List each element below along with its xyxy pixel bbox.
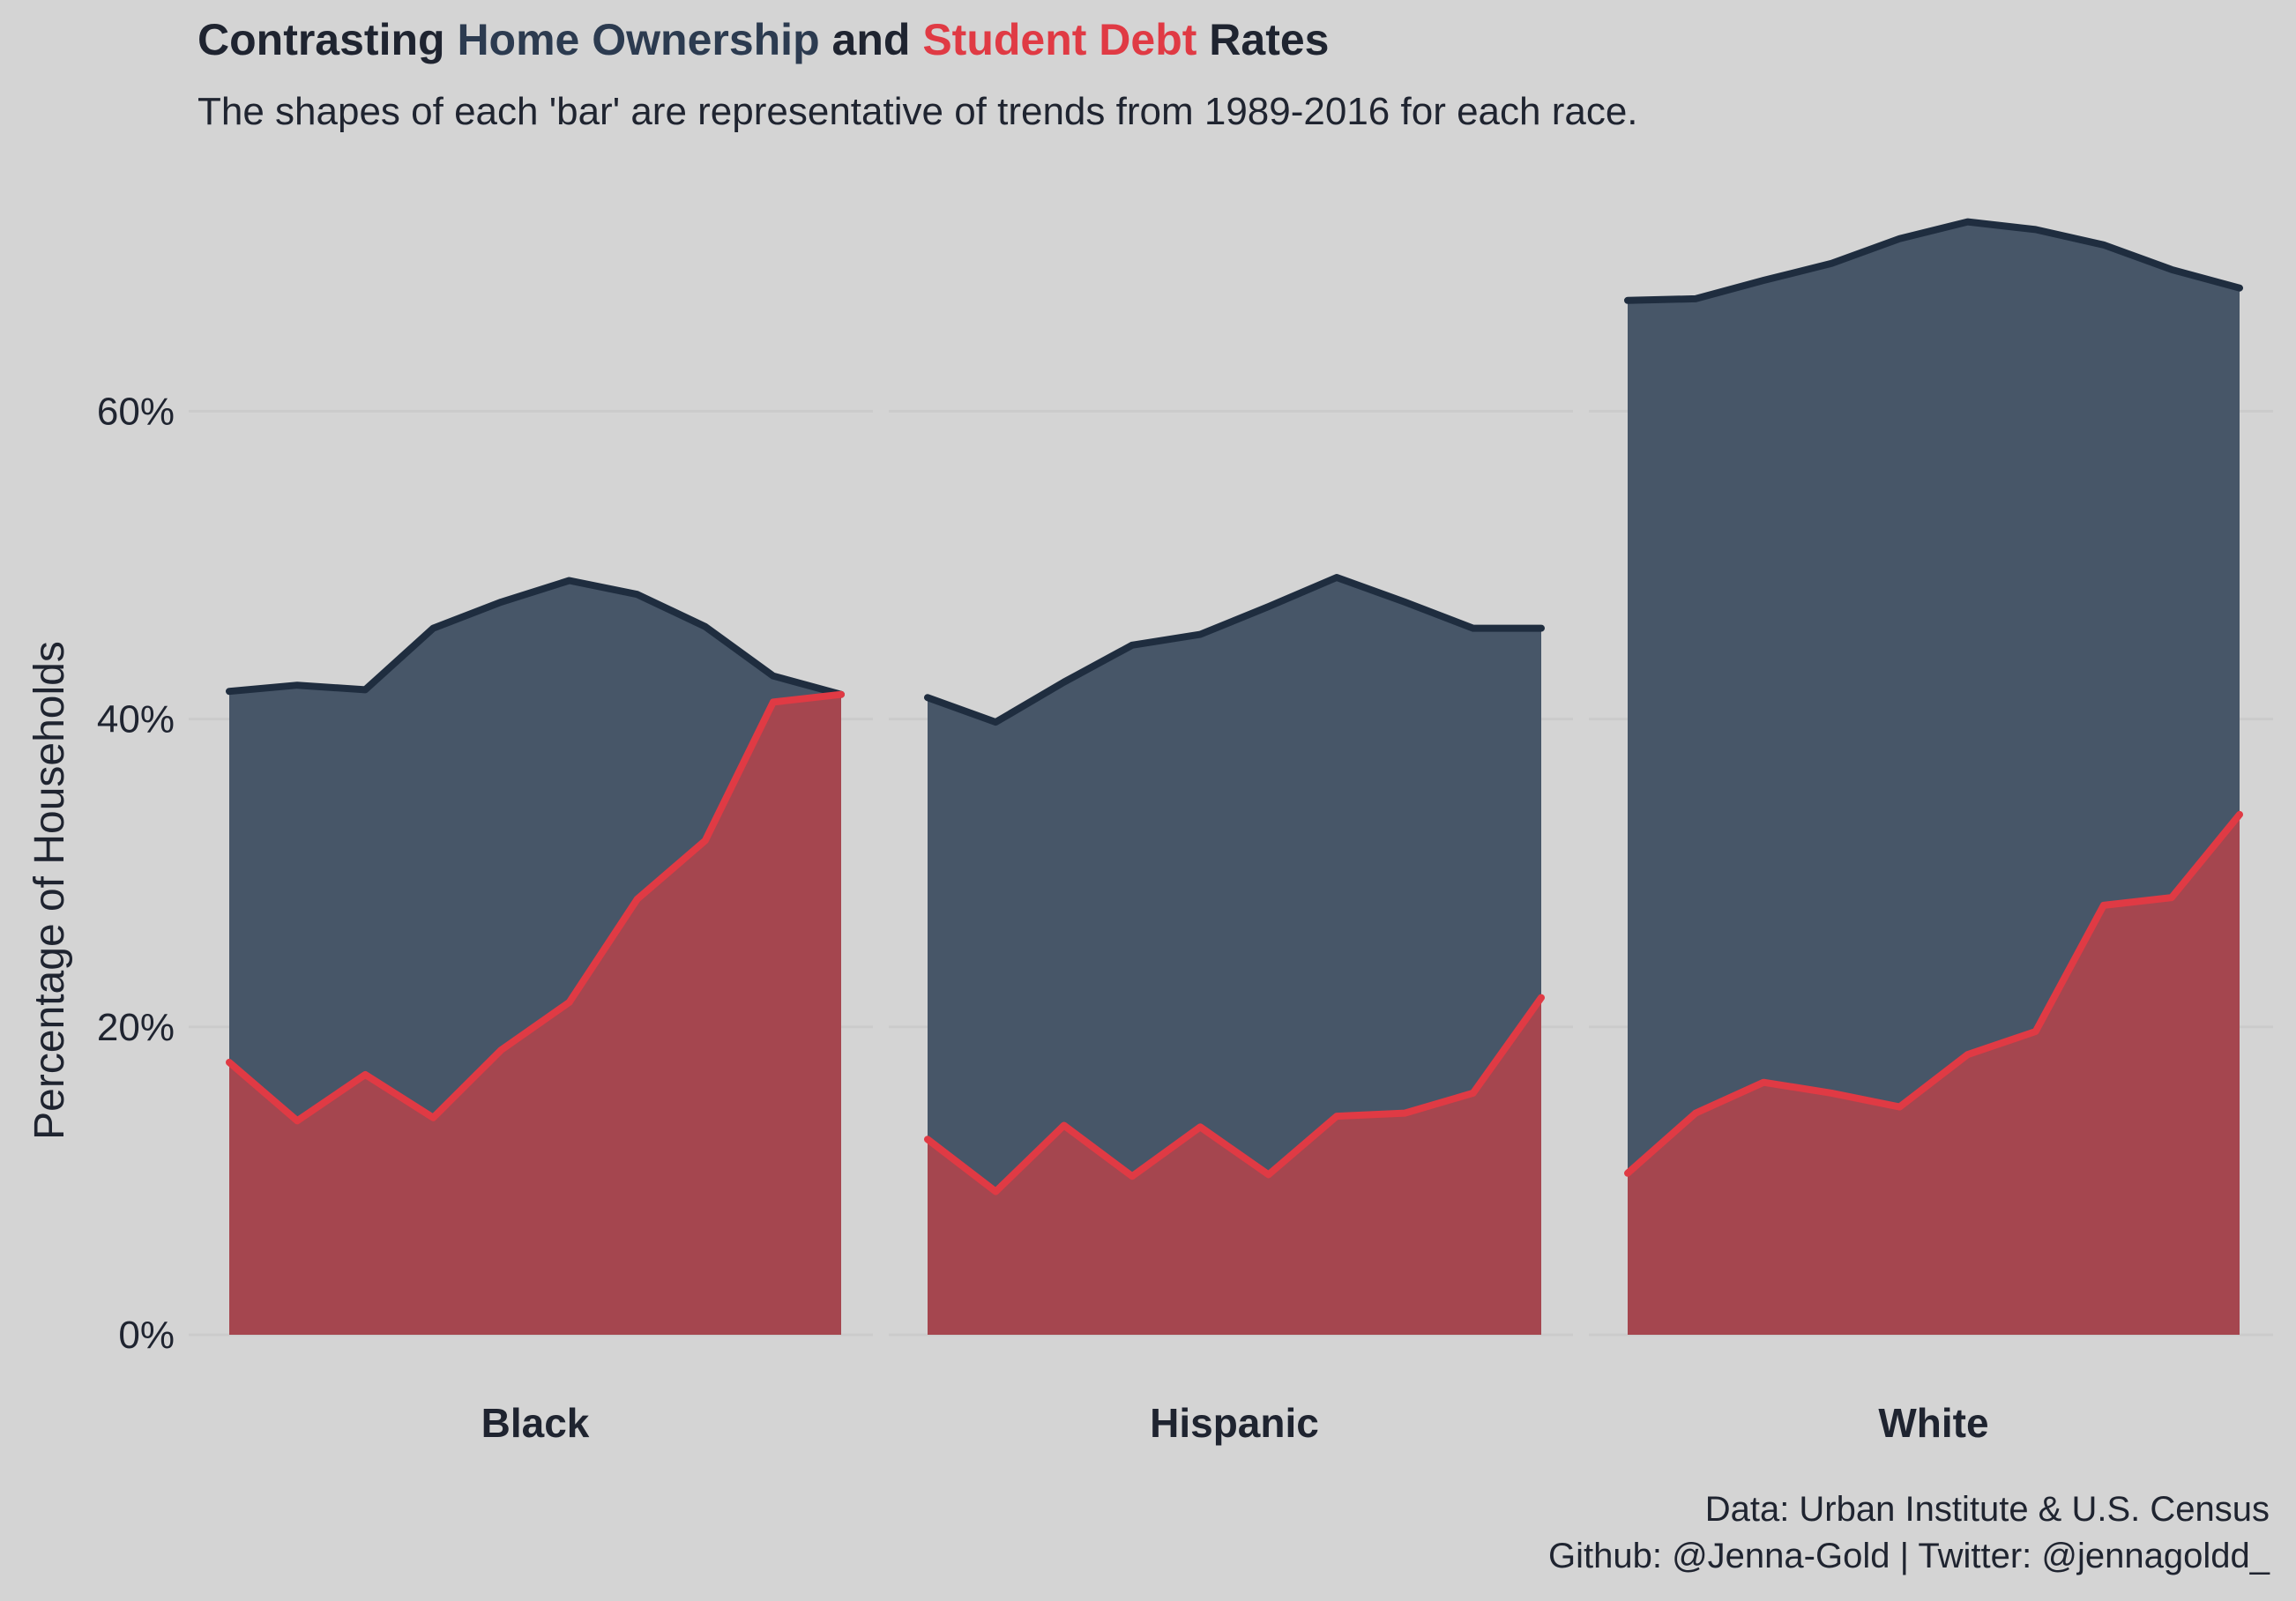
chart-caption: Data: Urban Institute & U.S. Census Gith… — [1548, 1486, 2270, 1580]
chart-subtitle: The shapes of each 'bar' are representat… — [198, 90, 1638, 133]
y-tick-label: 0% — [118, 1314, 175, 1357]
student-debt-line — [1624, 810, 2243, 1177]
title-student-debt: Student Debt — [922, 15, 1197, 64]
chart-title: Contrasting Home Ownership and Student D… — [198, 14, 1329, 65]
student-debt-area — [928, 997, 1541, 1335]
y-tick-label: 40% — [97, 698, 175, 741]
y-axis-label: Percentage of Households — [26, 641, 73, 1140]
caption-source: Data: Urban Institute & U.S. Census — [1704, 1490, 2270, 1529]
x-tick-label: White — [1878, 1400, 1988, 1446]
title-part-3: and — [819, 15, 923, 64]
home-ownership-line — [924, 574, 1545, 726]
panel-hispanic — [924, 574, 1545, 1335]
student-debt-line — [226, 690, 845, 1125]
title-home-ownership: Home Ownership — [457, 15, 820, 64]
student-debt-line — [924, 994, 1545, 1195]
home-ownership-line — [1624, 218, 2243, 304]
panel-white — [1624, 218, 2243, 1336]
title-part-5: Rates — [1196, 15, 1330, 64]
x-tick-label: Hispanic — [1150, 1400, 1319, 1446]
student-debt-area — [1628, 814, 2240, 1335]
student-debt-area — [229, 694, 841, 1335]
title-part-1: Contrasting — [198, 15, 458, 64]
y-tick-label: 20% — [97, 1006, 175, 1049]
panel-black — [226, 577, 845, 1335]
chart-panels — [226, 218, 2243, 1336]
caption-credits: Github: @Jenna-Gold | Twitter: @jennagol… — [1548, 1537, 2270, 1575]
y-axis: 0% 20% 40% 60% — [97, 390, 175, 1357]
home-ownership-line — [226, 577, 845, 698]
x-axis: Black Hispanic White — [481, 1400, 1989, 1446]
y-tick-label: 60% — [97, 390, 175, 433]
x-tick-label: Black — [481, 1400, 590, 1446]
